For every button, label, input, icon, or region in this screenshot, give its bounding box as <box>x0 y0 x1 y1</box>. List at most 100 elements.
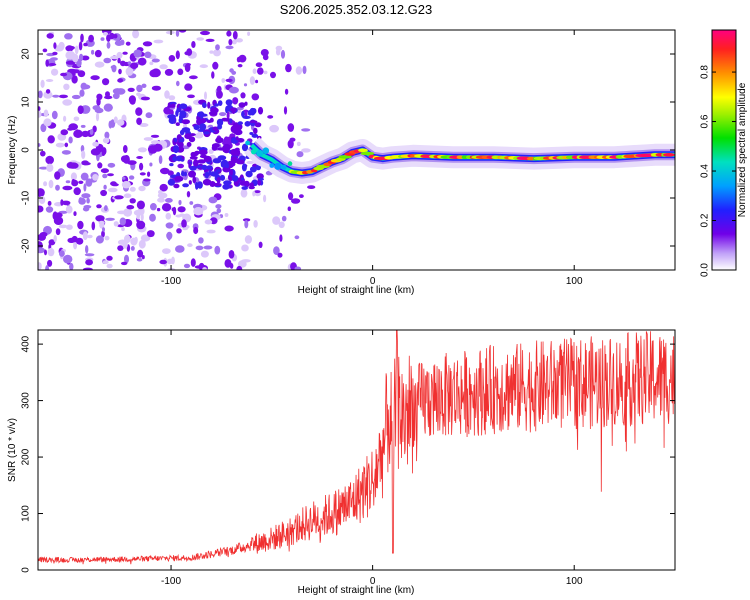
y-tick-label: 200 <box>21 448 32 465</box>
noise-blob <box>204 219 213 225</box>
colorbar-tick-label: 0.0 <box>700 263 711 277</box>
noise-blob <box>48 63 57 66</box>
noise-blob <box>249 76 255 85</box>
noise-blob <box>92 141 99 147</box>
noise-blob <box>150 203 157 211</box>
noise-blob <box>236 109 242 114</box>
cluster-blob <box>203 155 212 162</box>
noise-blob <box>196 37 204 41</box>
noise-blob <box>108 187 118 193</box>
cluster-blob <box>249 166 257 173</box>
noise-blob <box>45 59 49 67</box>
noise-blob <box>71 235 78 243</box>
noise-blob <box>186 48 193 56</box>
noise-blob <box>58 224 68 229</box>
cluster-blob <box>223 180 232 185</box>
noise-blob <box>284 88 289 95</box>
noise-blob <box>65 180 71 184</box>
cluster-blob <box>225 99 233 106</box>
noise-blob <box>89 129 94 135</box>
noise-blob <box>117 245 124 252</box>
noise-blob <box>175 50 180 60</box>
noise-blob <box>260 49 269 57</box>
noise-blob <box>108 120 113 129</box>
cluster-blob <box>240 177 245 181</box>
noise-blob <box>175 245 185 253</box>
noise-blob <box>59 250 65 257</box>
noise-blob <box>71 94 81 100</box>
noise-blob <box>78 41 83 51</box>
noise-blob <box>186 191 191 198</box>
cluster-blob <box>241 110 245 118</box>
noise-blob <box>47 200 52 206</box>
noise-blob <box>301 128 311 132</box>
noise-blob <box>45 89 51 94</box>
noise-blob <box>88 34 94 43</box>
cluster-blob <box>183 171 187 177</box>
noise-blob <box>159 183 168 192</box>
noise-blob <box>127 87 135 92</box>
noise-blob <box>60 129 69 136</box>
noise-blob <box>212 61 219 70</box>
noise-blob <box>153 39 164 44</box>
noise-blob <box>45 206 54 213</box>
cluster-blob <box>198 117 207 124</box>
noise-blob <box>133 209 143 216</box>
snr-axes: -100 0 100 0 100 200 300 400 <box>21 330 675 587</box>
cluster-blob <box>229 118 233 124</box>
noise-blob <box>95 112 100 122</box>
noise-blob <box>204 91 207 100</box>
ridge-spot <box>256 149 264 157</box>
x-tick-label: 0 <box>370 276 376 287</box>
figure-title: S206.2025.352.03.12.G23 <box>280 2 433 17</box>
noise-blob <box>70 172 77 181</box>
noise-blob <box>73 116 80 122</box>
noise-blob <box>122 51 128 55</box>
noise-blob <box>149 61 154 66</box>
x-tick-label: 0 <box>370 576 376 587</box>
spectrogram-xlabel: Height of straight line (km) <box>298 285 415 296</box>
noise-blob <box>163 106 172 115</box>
noise-blob <box>244 112 248 117</box>
ridge-spot <box>269 163 275 168</box>
cluster-blob <box>238 102 246 108</box>
noise-blob <box>38 106 41 112</box>
noise-blob <box>165 212 172 220</box>
noise-blob <box>104 95 113 100</box>
noise-blob <box>149 213 156 222</box>
y-tick-label: 300 <box>21 392 32 409</box>
cluster-blob <box>225 106 229 114</box>
noise-blob <box>161 203 172 212</box>
cluster-blob <box>225 163 230 169</box>
noise-blob <box>241 259 251 263</box>
noise-blob <box>251 93 260 101</box>
ridge-spot <box>338 155 352 159</box>
noise-blob <box>38 90 43 99</box>
cluster-blob <box>241 143 249 152</box>
noise-blob <box>228 250 235 259</box>
cluster-blob <box>167 114 177 119</box>
noise-blob <box>228 86 239 94</box>
noise-blob <box>101 151 105 157</box>
noise-blob <box>279 234 283 242</box>
cluster-blob <box>192 176 197 184</box>
noise-blob <box>150 134 160 138</box>
noise-blob <box>237 63 243 68</box>
noise-blob <box>129 186 136 192</box>
noise-blob <box>216 90 223 99</box>
y-tick-label: 0 <box>21 567 32 573</box>
noise-blob <box>77 70 86 78</box>
noise-blob <box>194 132 204 139</box>
noise-blob <box>123 193 132 198</box>
noise-blob <box>140 213 144 222</box>
noise-blob <box>80 172 89 181</box>
cluster-blob <box>230 148 239 156</box>
noise-blob <box>80 82 88 90</box>
noise-blob <box>165 222 174 229</box>
noise-blob <box>40 150 46 157</box>
noise-blob <box>81 150 86 159</box>
noise-blob <box>138 185 146 192</box>
noise-blob <box>77 105 84 114</box>
noise-blob <box>241 244 249 252</box>
